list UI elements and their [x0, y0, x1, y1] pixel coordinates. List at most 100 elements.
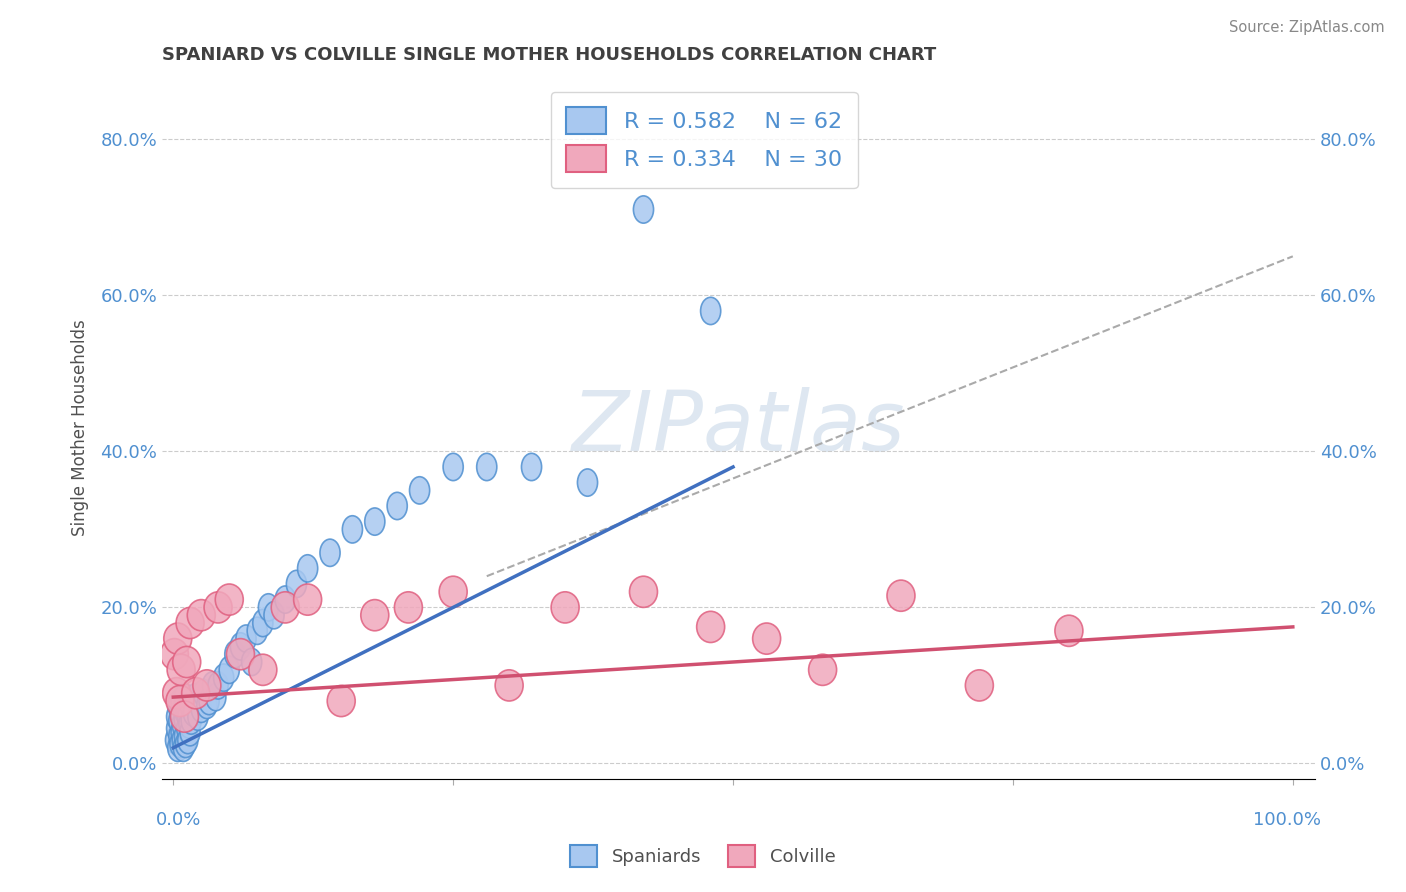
Ellipse shape: [188, 703, 208, 731]
Legend: Spaniards, Colville: Spaniards, Colville: [562, 838, 844, 874]
Ellipse shape: [174, 683, 194, 711]
Ellipse shape: [208, 672, 228, 699]
Ellipse shape: [219, 657, 239, 683]
Ellipse shape: [170, 731, 190, 757]
Ellipse shape: [214, 664, 233, 691]
Ellipse shape: [166, 685, 194, 716]
Text: 100.0%: 100.0%: [1253, 811, 1322, 829]
Ellipse shape: [236, 625, 256, 652]
Ellipse shape: [166, 726, 186, 754]
Text: ZIPatlas: ZIPatlas: [572, 387, 905, 468]
Ellipse shape: [167, 654, 195, 685]
Ellipse shape: [177, 726, 198, 754]
Ellipse shape: [495, 670, 523, 701]
Ellipse shape: [409, 476, 430, 504]
Ellipse shape: [160, 639, 188, 670]
Ellipse shape: [551, 591, 579, 623]
Ellipse shape: [172, 688, 191, 714]
Ellipse shape: [174, 723, 194, 750]
Ellipse shape: [179, 711, 200, 738]
Ellipse shape: [215, 584, 243, 615]
Ellipse shape: [522, 453, 541, 481]
Ellipse shape: [231, 632, 250, 660]
Ellipse shape: [181, 706, 201, 734]
Ellipse shape: [176, 699, 195, 726]
Ellipse shape: [183, 699, 204, 726]
Ellipse shape: [247, 617, 267, 644]
Ellipse shape: [180, 719, 200, 746]
Ellipse shape: [197, 691, 217, 719]
Ellipse shape: [700, 297, 721, 325]
Ellipse shape: [170, 699, 190, 726]
Ellipse shape: [276, 586, 295, 613]
Ellipse shape: [808, 654, 837, 685]
Ellipse shape: [163, 678, 191, 709]
Ellipse shape: [173, 647, 201, 678]
Ellipse shape: [166, 703, 187, 731]
Ellipse shape: [321, 539, 340, 566]
Ellipse shape: [477, 453, 496, 481]
Ellipse shape: [271, 591, 299, 623]
Ellipse shape: [172, 726, 193, 754]
Ellipse shape: [395, 591, 422, 623]
Ellipse shape: [202, 672, 222, 699]
Ellipse shape: [298, 555, 318, 582]
Ellipse shape: [225, 640, 245, 668]
Ellipse shape: [328, 685, 356, 716]
Ellipse shape: [177, 703, 198, 731]
Ellipse shape: [163, 623, 191, 654]
Ellipse shape: [176, 607, 204, 639]
Text: 0.0%: 0.0%: [156, 811, 201, 829]
Ellipse shape: [172, 711, 193, 738]
Ellipse shape: [443, 453, 463, 481]
Ellipse shape: [253, 609, 273, 637]
Ellipse shape: [174, 706, 194, 734]
Ellipse shape: [205, 683, 226, 711]
Ellipse shape: [226, 639, 254, 670]
Ellipse shape: [387, 492, 408, 520]
Ellipse shape: [578, 469, 598, 496]
Ellipse shape: [186, 683, 205, 711]
Ellipse shape: [1054, 615, 1083, 647]
Ellipse shape: [966, 670, 993, 701]
Ellipse shape: [167, 691, 188, 719]
Ellipse shape: [170, 701, 198, 732]
Ellipse shape: [634, 196, 654, 223]
Ellipse shape: [194, 680, 214, 706]
Ellipse shape: [630, 576, 658, 607]
Ellipse shape: [249, 654, 277, 685]
Legend: R = 0.582    N = 62, R = 0.334    N = 30: R = 0.582 N = 62, R = 0.334 N = 30: [551, 92, 858, 188]
Text: SPANIARD VS COLVILLE SINGLE MOTHER HOUSEHOLDS CORRELATION CHART: SPANIARD VS COLVILLE SINGLE MOTHER HOUSE…: [162, 46, 936, 64]
Ellipse shape: [167, 734, 188, 762]
Ellipse shape: [439, 576, 467, 607]
Ellipse shape: [264, 601, 284, 629]
Ellipse shape: [166, 714, 187, 742]
Ellipse shape: [259, 594, 278, 621]
Text: Source: ZipAtlas.com: Source: ZipAtlas.com: [1229, 20, 1385, 35]
Ellipse shape: [172, 719, 191, 746]
Ellipse shape: [752, 623, 780, 654]
Y-axis label: Single Mother Households: Single Mother Households: [72, 319, 89, 536]
Ellipse shape: [242, 648, 262, 675]
Ellipse shape: [887, 580, 915, 611]
Ellipse shape: [342, 516, 363, 543]
Ellipse shape: [204, 591, 232, 623]
Ellipse shape: [169, 706, 188, 734]
Ellipse shape: [173, 695, 194, 723]
Ellipse shape: [187, 599, 215, 631]
Ellipse shape: [364, 508, 385, 535]
Ellipse shape: [696, 611, 724, 642]
Ellipse shape: [169, 723, 188, 750]
Ellipse shape: [177, 695, 197, 723]
Ellipse shape: [173, 734, 194, 762]
Ellipse shape: [287, 570, 307, 598]
Ellipse shape: [193, 670, 221, 701]
Ellipse shape: [200, 688, 219, 714]
Ellipse shape: [176, 731, 195, 757]
Ellipse shape: [294, 584, 322, 615]
Ellipse shape: [191, 695, 211, 723]
Ellipse shape: [177, 714, 197, 742]
Ellipse shape: [361, 599, 389, 631]
Ellipse shape: [180, 691, 200, 719]
Ellipse shape: [181, 678, 209, 709]
